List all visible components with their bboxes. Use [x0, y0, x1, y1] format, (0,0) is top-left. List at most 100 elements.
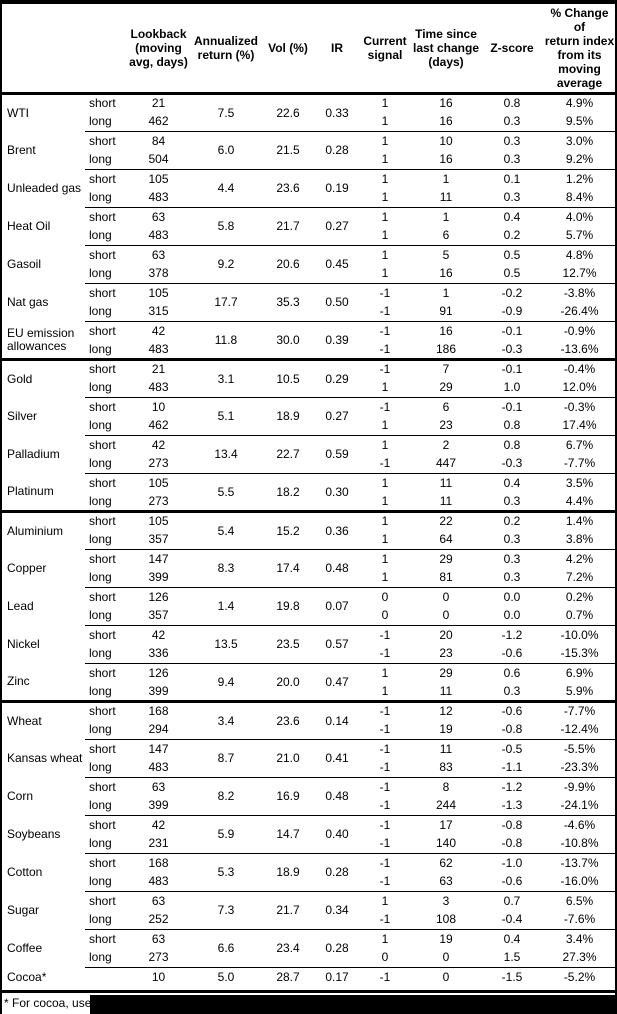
- signal-cell: -1: [358, 625, 412, 645]
- zscore-cell: -1.5: [480, 967, 544, 987]
- commodity-name-cell: Zinc: [7, 674, 30, 689]
- footnote-text: * For cocoa, uses: [4, 996, 98, 1010]
- signal-cell: -1: [358, 321, 412, 341]
- pct-change-cell: 27.3%: [562, 950, 597, 965]
- signal-cell: -1: [379, 722, 391, 737]
- footnote: * For cocoa, uses: [2, 993, 615, 1014]
- time-since-cell: 12: [412, 700, 480, 721]
- signal-cell: 1: [358, 549, 412, 569]
- leg-cell: long: [89, 532, 112, 547]
- pct-change-cell: 4.4%: [565, 493, 594, 508]
- vol-cell: 16.9: [260, 777, 316, 816]
- zscore-cell: -0.2: [480, 283, 544, 303]
- lookback-cell: 126: [125, 663, 192, 683]
- leg-cell: long: [89, 380, 112, 395]
- time-since-cell: 8: [412, 777, 480, 797]
- time-since-cell: 16: [439, 114, 453, 129]
- annualized-return-cell: 5.9: [192, 815, 260, 854]
- time-since-cell: 6: [412, 397, 480, 417]
- column-header-ir: IR: [316, 4, 358, 95]
- commodity-name-cell: Cotton: [7, 865, 43, 879]
- pct-change-cell: 0.7%: [565, 608, 594, 623]
- lookback-cell: 105: [125, 510, 192, 531]
- lookback-cell: 105: [125, 283, 192, 303]
- pct-change-cell: -3.8%: [544, 283, 615, 303]
- table-row: Cocoa* 10 5.0 28.7 0.17 -1 0 -1.5 -5.2%: [2, 967, 615, 987]
- leg-cell: short: [85, 929, 125, 949]
- lookback-cell: 10: [125, 397, 192, 417]
- zscore-cell: 0.3: [503, 152, 521, 167]
- signal-cell: 1: [358, 131, 412, 151]
- annualized-return-cell: 3.4: [192, 700, 260, 740]
- table-row: long 483 1 6 0.2 5.7%: [2, 227, 615, 246]
- lookback-cell: 42: [125, 321, 192, 341]
- vol-cell: 18.9: [260, 397, 316, 436]
- pct-change-cell: -7.7%: [563, 456, 596, 471]
- table-row: long 294 -1 19 -0.8 -12.4%: [2, 721, 615, 740]
- zscore-cell: 0.3: [503, 683, 521, 698]
- zscore-cell: -0.8: [501, 836, 523, 851]
- leg-cell: short: [89, 96, 116, 111]
- zscore-cell: 0.6: [480, 663, 544, 683]
- column-header-vol: Vol (%): [260, 4, 316, 95]
- time-since-cell: 108: [435, 912, 457, 927]
- zscore-cell: 1.5: [503, 950, 521, 965]
- annualized-return-cell: 13.5: [192, 625, 260, 664]
- commodity-name-cell: Lead: [7, 599, 34, 613]
- zscore-cell: 0.8: [503, 96, 521, 111]
- vol-cell: 19.8: [260, 587, 316, 626]
- signal-cell: -1: [379, 456, 391, 471]
- table-row: Gasoil short 63 9.2 20.6 0.45 1 5 0.5 4.8%: [2, 245, 615, 284]
- vol-cell: 23.6: [260, 169, 316, 208]
- vol-cell: 18.9: [260, 853, 316, 892]
- signal-cell: -1: [358, 853, 412, 873]
- signal-cell: 1: [358, 510, 412, 531]
- zscore-cell: -0.8: [501, 722, 523, 737]
- lookback-cell: 273: [148, 950, 169, 965]
- zscore-cell: 0.0: [503, 608, 521, 623]
- leg-cell: long: [89, 722, 112, 737]
- table-row: long 399 1 81 0.3 7.2%: [2, 569, 615, 588]
- time-since-cell: 62: [412, 853, 480, 873]
- pct-change-cell: 3.5%: [544, 473, 615, 493]
- zscore-cell: -0.3: [501, 341, 523, 356]
- pct-change-cell: -12.4%: [560, 722, 599, 737]
- zscore-cell: -0.6: [501, 646, 523, 661]
- zscore-cell: 0.3: [503, 532, 521, 547]
- leg-cell: long: [89, 456, 112, 471]
- table-row: long 315 -1 91 -0.9 -26.4%: [2, 303, 615, 322]
- ir-cell: 0.29: [316, 358, 358, 398]
- pct-change-cell: -4.6%: [544, 815, 615, 835]
- commodity-name-cell: Copper: [7, 561, 47, 575]
- leg-cell: long: [89, 418, 112, 433]
- lookback-cell: 147: [125, 549, 192, 569]
- lookback-cell: 357: [148, 608, 169, 623]
- commodity-name-cell: Nat gas: [7, 295, 49, 309]
- time-since-cell: 0: [442, 950, 450, 965]
- time-since-cell: 1: [412, 169, 480, 189]
- time-since-cell: 11: [412, 739, 480, 759]
- pct-change-cell: -7.7%: [544, 700, 615, 721]
- annualized-return-cell: 5.3: [192, 853, 260, 892]
- table-row: Heat Oil short 63 5.8 21.7 0.27 1 1 0.4 4.0%: [2, 207, 615, 246]
- signal-cell: 1: [381, 493, 389, 508]
- vol-cell: 21.7: [260, 207, 316, 246]
- commodity-name-cell: Corn: [7, 789, 34, 803]
- lookback-cell: 21: [125, 358, 192, 379]
- signal-cell: 1: [358, 929, 412, 949]
- table-row: Nat gas short 105 17.7 35.3 0.50 -1 1 -0.2 -3.8%: [2, 283, 615, 322]
- lookback-cell: 63: [125, 891, 192, 911]
- time-since-cell: 3: [412, 891, 480, 911]
- ir-cell: 0.48: [316, 777, 358, 816]
- time-since-cell: 6: [442, 228, 450, 243]
- signal-cell: 1: [381, 266, 389, 281]
- leg-cell: short: [85, 815, 125, 835]
- signal-cell: 1: [358, 207, 412, 227]
- ir-cell: 0.19: [316, 169, 358, 208]
- vol-cell: 21.5: [260, 131, 316, 170]
- annualized-return-cell: 7.3: [192, 891, 260, 930]
- zscore-cell: -0.3: [501, 456, 523, 471]
- table-row: long 399 -1 244 -1.3 -24.1%: [2, 797, 615, 816]
- time-since-cell: 11: [439, 683, 453, 698]
- leg-cell: long: [89, 646, 112, 661]
